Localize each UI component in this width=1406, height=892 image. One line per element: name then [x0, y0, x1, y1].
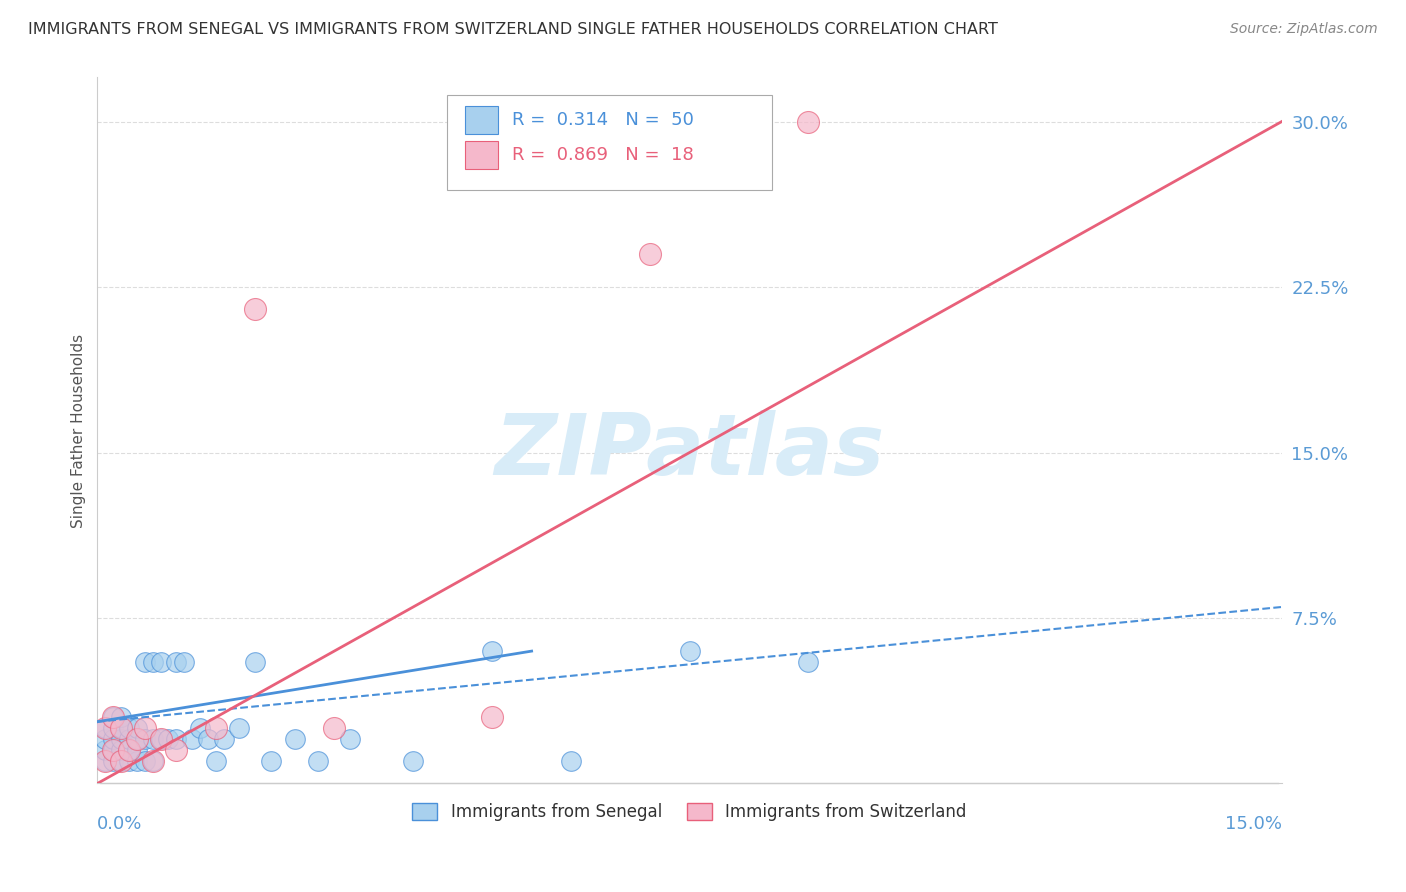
Point [339, 732, 361, 747]
Point [125, 743, 148, 757]
Point [101, 743, 124, 757]
Point [134, 722, 156, 736]
Text: R =  0.314   N =  50: R = 0.314 N = 50 [512, 111, 693, 128]
Point [125, 732, 148, 747]
Y-axis label: Single Father Households: Single Father Households [72, 334, 86, 527]
Point [323, 722, 346, 736]
Point [94, 743, 117, 757]
Point [142, 732, 165, 747]
Point [149, 732, 172, 747]
Point [101, 755, 124, 769]
Point [118, 743, 141, 757]
Point [94, 755, 117, 769]
Point [101, 743, 124, 757]
Point [245, 655, 267, 669]
Point [481, 644, 503, 658]
Text: 15.0%: 15.0% [1225, 815, 1282, 833]
Point [157, 732, 180, 747]
Text: IMMIGRANTS FROM SENEGAL VS IMMIGRANTS FROM SWITZERLAND SINGLE FATHER HOUSEHOLDS : IMMIGRANTS FROM SENEGAL VS IMMIGRANTS FR… [28, 22, 998, 37]
Point [188, 722, 211, 736]
Point [142, 755, 165, 769]
Text: 0.0%: 0.0% [97, 815, 143, 833]
Point [110, 722, 132, 736]
Point [560, 755, 582, 769]
Point [173, 655, 195, 669]
Point [181, 732, 204, 747]
Point [134, 732, 156, 747]
Point [149, 732, 172, 747]
Point [797, 655, 820, 669]
Point [307, 755, 329, 769]
Point [125, 732, 148, 747]
Point [110, 755, 132, 769]
Bar [464, 105, 498, 134]
FancyBboxPatch shape [447, 95, 772, 190]
Point [125, 755, 148, 769]
Point [110, 743, 132, 757]
Point [134, 655, 156, 669]
Legend: Immigrants from Senegal, Immigrants from Switzerland: Immigrants from Senegal, Immigrants from… [406, 797, 973, 828]
Point [228, 722, 250, 736]
Point [212, 732, 235, 747]
Point [204, 755, 226, 769]
Point [94, 722, 117, 736]
Point [94, 722, 117, 736]
Point [142, 755, 165, 769]
Text: Source: ZipAtlas.com: Source: ZipAtlas.com [1230, 22, 1378, 37]
Point [110, 722, 132, 736]
Point [165, 732, 187, 747]
Point [204, 722, 226, 736]
Point [149, 655, 172, 669]
Point [260, 755, 283, 769]
Bar [464, 141, 498, 169]
Point [481, 710, 503, 724]
Point [94, 755, 117, 769]
Point [165, 743, 187, 757]
Point [101, 732, 124, 747]
Point [638, 247, 661, 261]
Point [101, 710, 124, 724]
Point [101, 710, 124, 724]
Point [678, 644, 700, 658]
Point [101, 722, 124, 736]
Point [94, 732, 117, 747]
Point [142, 655, 165, 669]
Point [125, 722, 148, 736]
Point [118, 722, 141, 736]
Point [402, 755, 425, 769]
Point [110, 710, 132, 724]
Point [118, 732, 141, 747]
Point [797, 114, 820, 128]
Point [110, 732, 132, 747]
Text: ZIPatlas: ZIPatlas [495, 410, 884, 493]
Point [134, 755, 156, 769]
Point [165, 655, 187, 669]
Point [284, 732, 307, 747]
Text: R =  0.869   N =  18: R = 0.869 N = 18 [512, 146, 693, 164]
Point [118, 743, 141, 757]
Point [110, 755, 132, 769]
Point [245, 302, 267, 317]
Point [197, 732, 219, 747]
Point [118, 755, 141, 769]
